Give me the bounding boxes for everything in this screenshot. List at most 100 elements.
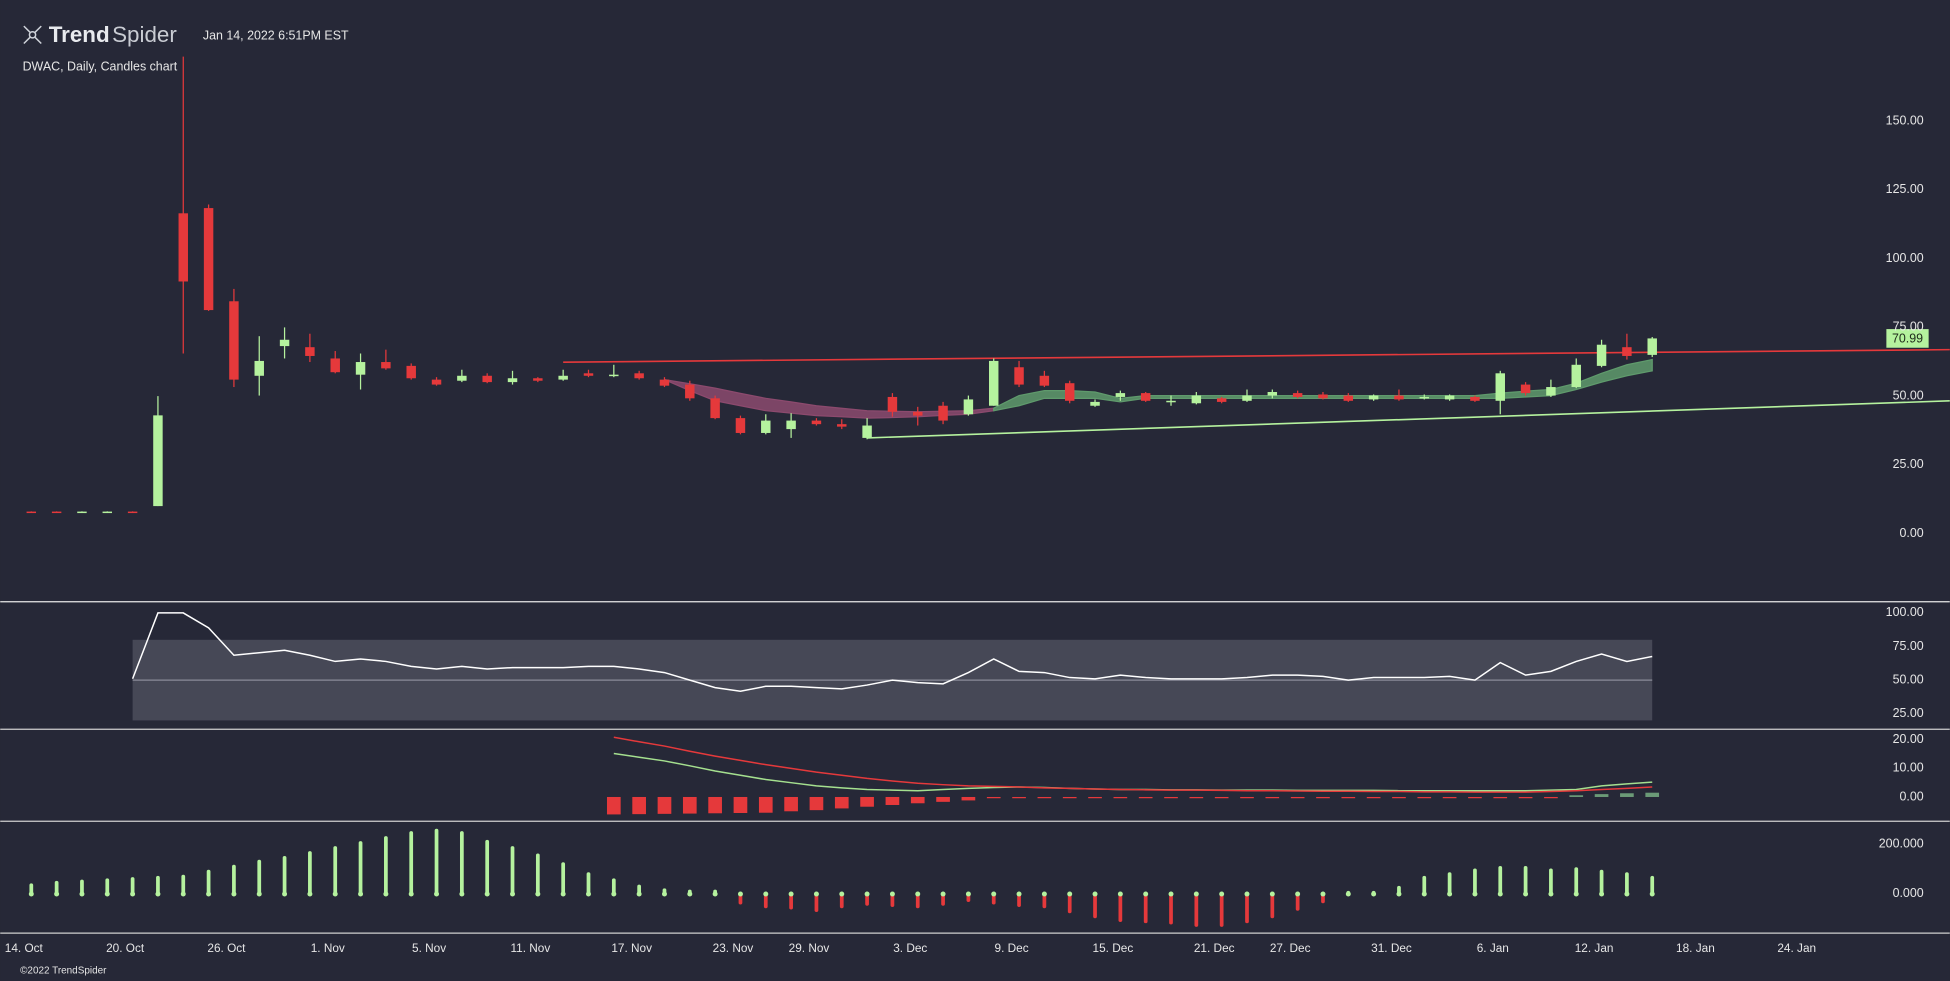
bar-dot bbox=[1143, 891, 1149, 897]
x-tick-label: 26. Oct bbox=[207, 941, 246, 955]
oscillator-bar bbox=[1396, 885, 1402, 897]
histogram-bar bbox=[1138, 796, 1153, 799]
histogram-bar bbox=[1062, 796, 1077, 799]
bar-dot bbox=[965, 891, 971, 897]
histogram-bar bbox=[1341, 796, 1356, 799]
oscillator-bar bbox=[1295, 891, 1301, 911]
histogram-bar bbox=[1012, 796, 1026, 799]
candle-body bbox=[1014, 367, 1024, 385]
histogram-bar bbox=[834, 796, 849, 809]
bar-dot bbox=[231, 891, 237, 897]
bar-dot bbox=[1624, 891, 1630, 897]
y-tick-label: 10.00 bbox=[1893, 761, 1924, 775]
bar-dot bbox=[1421, 891, 1427, 897]
candle-body bbox=[279, 339, 290, 347]
oscillator-bar bbox=[484, 839, 490, 897]
candle-body bbox=[583, 373, 594, 376]
histogram-bar bbox=[986, 796, 1001, 799]
histogram-bar bbox=[860, 796, 874, 807]
histogram-bar bbox=[1113, 796, 1128, 799]
bar-dot bbox=[434, 891, 440, 897]
x-tick-label: 17. Nov bbox=[611, 941, 652, 955]
candle-body bbox=[482, 375, 492, 383]
oscillator-bar bbox=[737, 891, 743, 905]
candle-body bbox=[837, 424, 847, 427]
candle-body bbox=[203, 208, 214, 311]
candle-body bbox=[1419, 396, 1430, 399]
oscillator-bar bbox=[889, 891, 895, 908]
candle-body bbox=[1115, 393, 1126, 397]
oscillator-bar bbox=[1143, 891, 1149, 924]
oscillator-bar bbox=[1345, 890, 1351, 897]
brand-bold: Trend bbox=[49, 22, 110, 47]
bar-dot bbox=[54, 891, 60, 897]
candle-body bbox=[1394, 395, 1404, 400]
histogram-bar bbox=[936, 796, 950, 802]
candle-body bbox=[786, 420, 796, 430]
bar-dot bbox=[586, 891, 591, 897]
candle-body bbox=[609, 374, 619, 377]
candle-body bbox=[938, 405, 948, 421]
histogram-bar bbox=[1544, 796, 1558, 799]
oscillator-bar bbox=[1447, 872, 1453, 897]
oscillator-bar bbox=[282, 856, 288, 897]
bar-dot bbox=[1649, 891, 1655, 897]
brand-light: Spider bbox=[112, 22, 177, 47]
histogram-bar bbox=[1645, 792, 1660, 797]
histogram-bar bbox=[657, 796, 672, 814]
oscillator-bar bbox=[206, 869, 212, 897]
y-tick-label: 0.00 bbox=[1899, 789, 1923, 803]
bar-dot bbox=[358, 891, 364, 897]
y-tick-label: 125.00 bbox=[1886, 182, 1924, 196]
x-tick-label: 9. Dec bbox=[995, 941, 1029, 955]
trendline bbox=[867, 400, 1950, 439]
oscillator-bar bbox=[560, 862, 566, 897]
candle-body bbox=[1596, 344, 1607, 366]
candle-body bbox=[862, 425, 872, 438]
histogram-bar bbox=[1493, 796, 1508, 799]
candle-body bbox=[1140, 393, 1151, 401]
last-price-box bbox=[1886, 329, 1929, 348]
bar-dot bbox=[864, 891, 870, 897]
y-tick-label: 150.00 bbox=[1886, 113, 1924, 127]
candle-body bbox=[533, 378, 543, 381]
candle-body bbox=[1520, 384, 1531, 394]
bar-dot bbox=[611, 891, 617, 897]
candle-body bbox=[1647, 338, 1657, 355]
x-tick-label: 21. Dec bbox=[1194, 941, 1235, 955]
y-tick-label: 50.00 bbox=[1893, 388, 1924, 402]
x-tick-label: 18. Jan bbox=[1676, 941, 1715, 955]
x-tick-label: 6. Jan bbox=[1477, 941, 1509, 955]
bar-dot bbox=[1548, 891, 1554, 897]
histogram-bar bbox=[1037, 796, 1052, 799]
oscillator-bar bbox=[586, 872, 591, 897]
histogram-bar bbox=[885, 796, 900, 805]
bar-dot bbox=[712, 891, 718, 897]
oscillator-bar bbox=[712, 889, 718, 897]
x-tick-label: 23. Nov bbox=[713, 941, 754, 955]
bar-dot bbox=[383, 891, 389, 897]
bar-dot bbox=[1599, 891, 1605, 897]
candle-body bbox=[1039, 375, 1050, 386]
candle-body bbox=[989, 360, 999, 406]
symbol-label: DWAC, Daily, Candles chart bbox=[23, 59, 178, 73]
histogram-bar bbox=[1442, 796, 1457, 799]
bar-dot bbox=[687, 891, 693, 897]
histogram-bar bbox=[1620, 793, 1634, 797]
oscillator-bar bbox=[763, 891, 769, 909]
oscillator-bar bbox=[28, 883, 34, 897]
bar-dot bbox=[1016, 891, 1022, 897]
y-tick-label: 0.000 bbox=[1893, 886, 1924, 900]
candle-body bbox=[811, 420, 822, 425]
oscillator-bar bbox=[1269, 891, 1275, 919]
candle-body bbox=[710, 398, 720, 419]
histogram-bar bbox=[708, 796, 722, 814]
bar-dot bbox=[889, 891, 895, 897]
histogram-bar bbox=[809, 796, 824, 811]
oscillator-bar bbox=[1421, 875, 1427, 897]
oscillator-bar bbox=[332, 846, 338, 897]
x-tick-label: 5. Nov bbox=[412, 941, 446, 955]
bar-dot bbox=[1295, 891, 1301, 897]
